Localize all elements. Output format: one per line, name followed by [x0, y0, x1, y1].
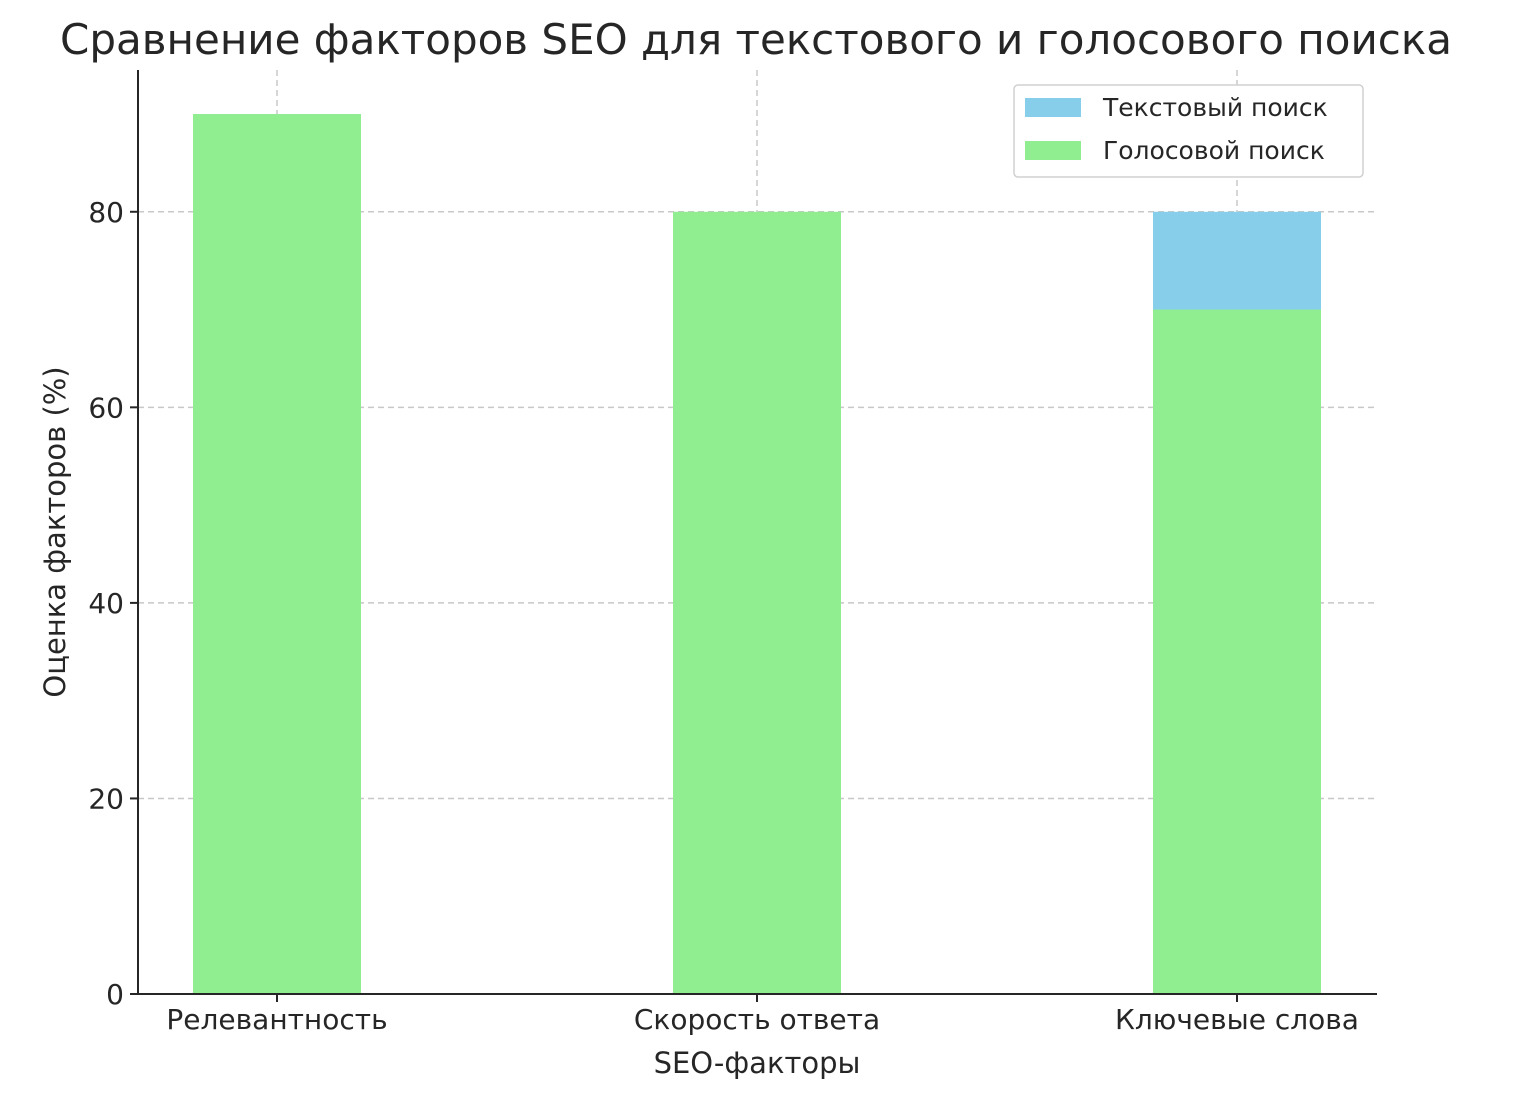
legend-swatch	[1025, 98, 1081, 117]
y-axis-label: Оценка факторов (%)	[38, 366, 72, 697]
y-tick-label: 40	[88, 587, 124, 620]
y-tick-label: 80	[88, 196, 124, 229]
bar	[673, 211, 841, 994]
bar	[1153, 309, 1321, 994]
bar	[193, 114, 361, 994]
x-tick-label: Скорость ответа	[634, 1003, 880, 1036]
x-tick-label: Ключевые слова	[1115, 1003, 1359, 1036]
bars	[193, 114, 1321, 994]
legend-swatch	[1025, 141, 1081, 160]
axes: 0 20 40 60 80 Релевантность Скорость ответа Клю…	[88, 70, 1377, 1036]
y-tick-label: 20	[88, 782, 124, 815]
legend: Текстовый поиск Голосовой поиск	[1013, 84, 1364, 178]
y-tick-label: 60	[88, 391, 124, 424]
legend-label: Голосовой поиск	[1103, 136, 1325, 165]
y-tick-label: 0	[106, 978, 124, 1011]
x-tick-label: Релевантность	[166, 1003, 387, 1036]
legend-box	[1013, 84, 1364, 178]
x-axis-label: SEO-факторы	[654, 1046, 861, 1080]
legend-label: Текстовый поиск	[1102, 93, 1328, 122]
chart-title: Сравнение факторов SEO для текстового и …	[60, 15, 1452, 64]
